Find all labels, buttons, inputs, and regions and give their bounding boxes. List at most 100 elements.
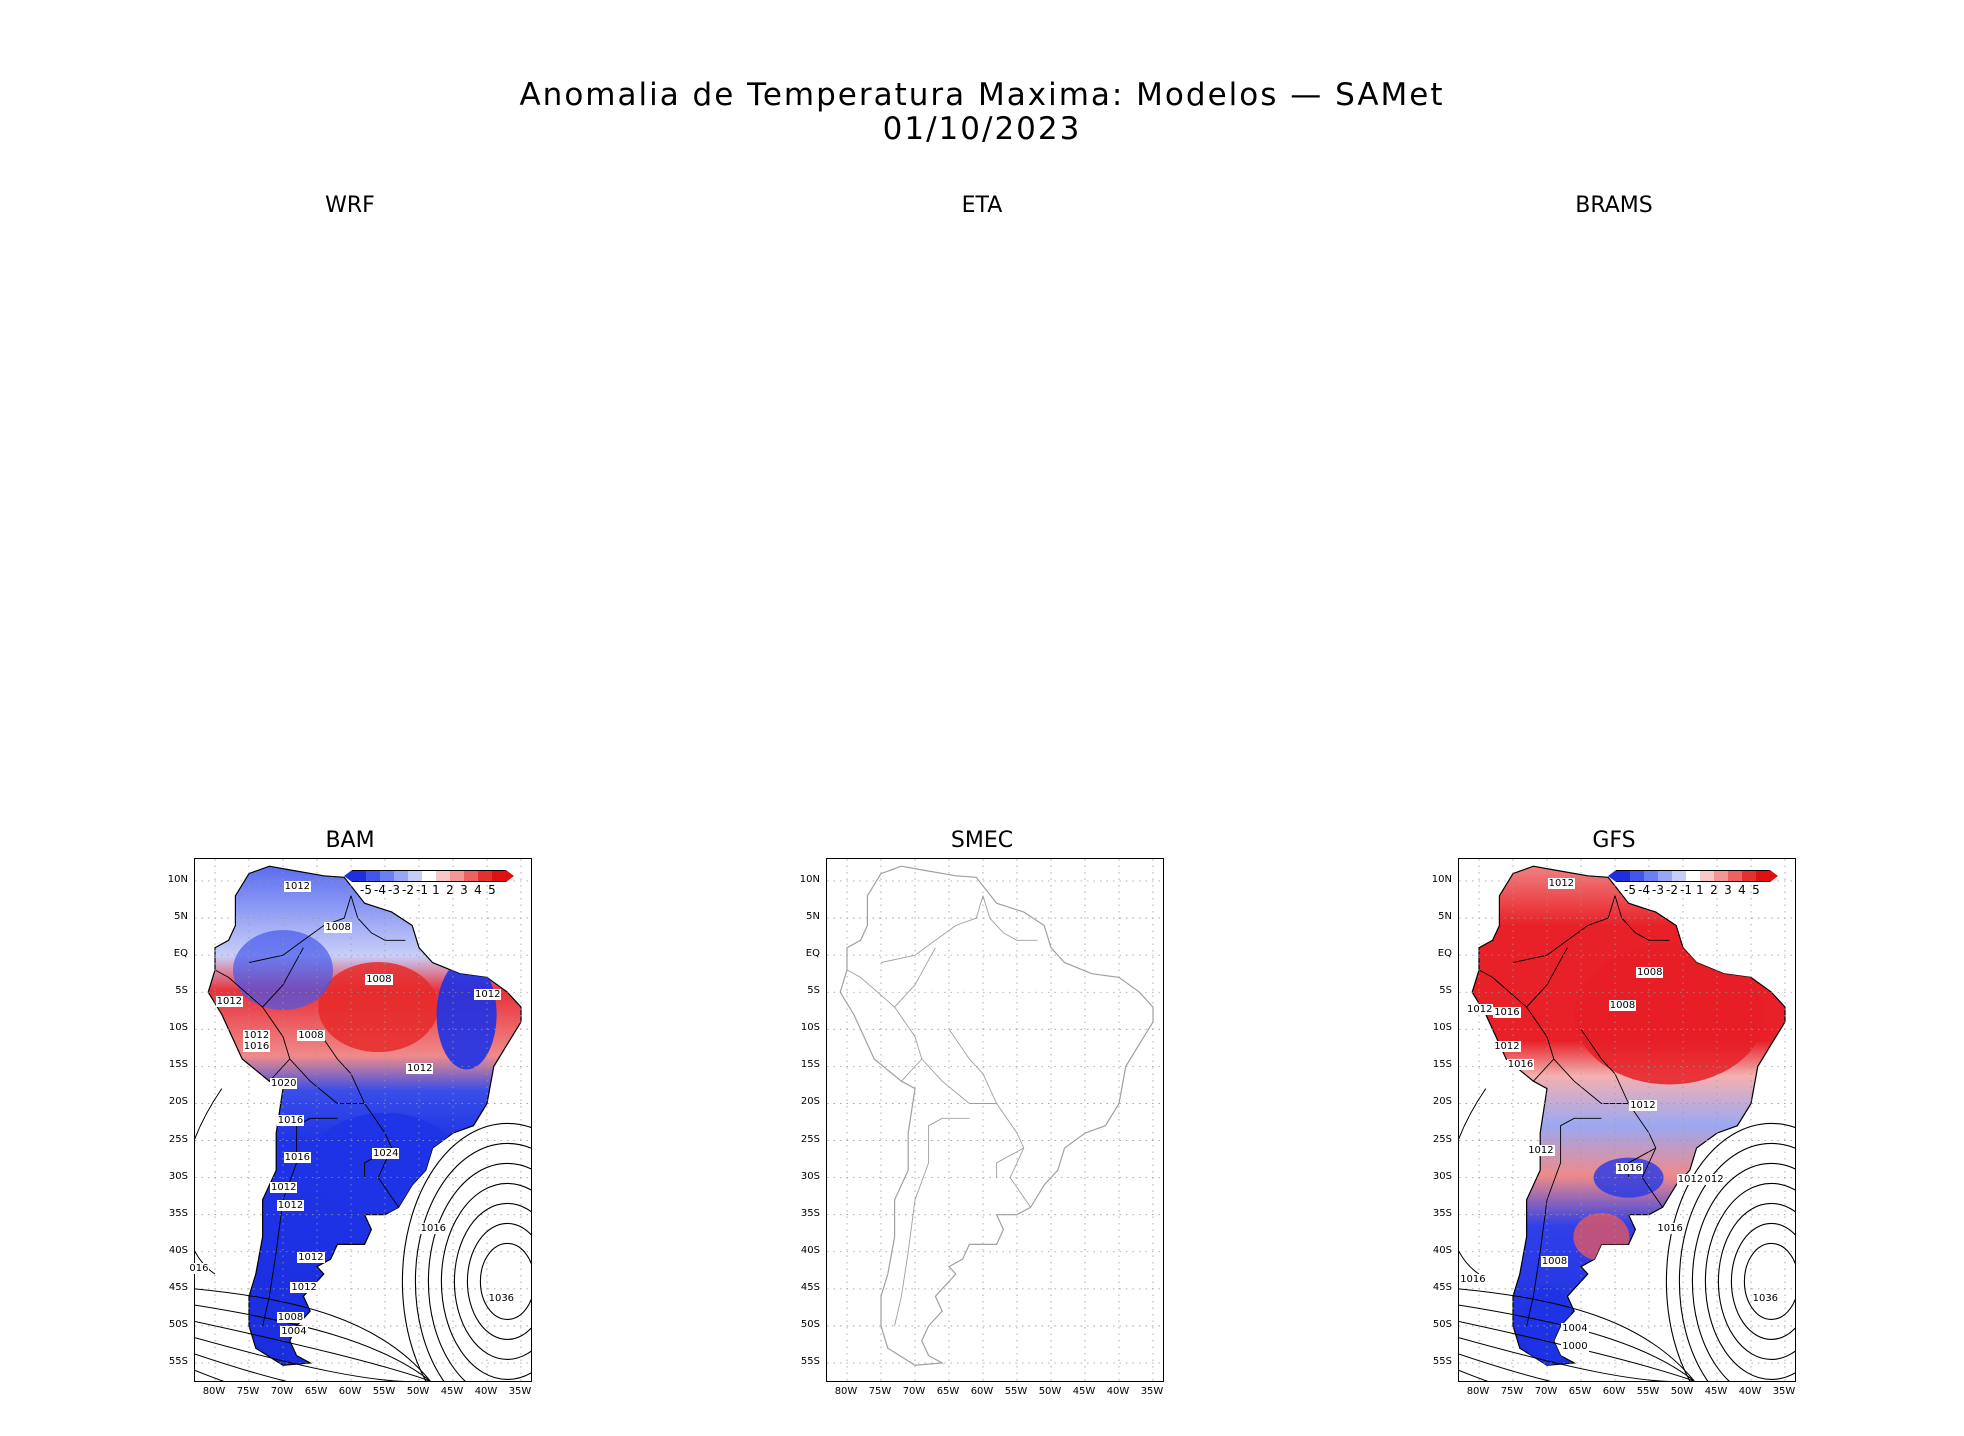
- bam-isobar: [195, 1337, 431, 1381]
- bam-isobar-label: 1036: [487, 1292, 516, 1304]
- gfs-country-border: [1526, 947, 1629, 1104]
- longitude-label: 75W: [1500, 1386, 1524, 1397]
- bam-isobar-label: 1016: [419, 1222, 448, 1234]
- latitude-label: 30S: [168, 1170, 188, 1182]
- smec-country-border: [982, 895, 1038, 941]
- colorbar-segment: [1742, 870, 1756, 882]
- longitude-label: 80W: [1466, 1386, 1490, 1397]
- colorbar-segment: [1700, 870, 1714, 882]
- longitude-label: 65W: [1568, 1386, 1592, 1397]
- bam-isobar: [466, 1222, 531, 1340]
- main-date: 01/10/2023: [882, 111, 1082, 147]
- gfs-country-border: [1580, 1029, 1630, 1104]
- bam-isobar-label: 1004: [280, 1326, 308, 1338]
- latitude-label: 55S: [168, 1356, 188, 1367]
- colorbar-tick-label: 3: [1724, 883, 1732, 897]
- latitude-label: 10S: [1432, 1022, 1452, 1034]
- latitude-label: 45S: [168, 1281, 188, 1293]
- colorbar-segment: [422, 870, 436, 882]
- longitude-label: 50W: [1670, 1386, 1694, 1397]
- gfs-isobar-label: 1008: [1540, 1255, 1569, 1267]
- colorbar-tick-label: 5: [1752, 883, 1760, 897]
- longitude-label: 50W: [1038, 1386, 1062, 1397]
- latitude-label: 35S: [1432, 1207, 1452, 1219]
- longitude-label: 75W: [236, 1386, 260, 1397]
- bam-isobar: [427, 1162, 531, 1381]
- gfs-isobar-label: 1036: [1751, 1292, 1780, 1304]
- colorbar-tick-label: -5: [360, 883, 372, 897]
- bam-isobar-label: 1012: [406, 1063, 434, 1075]
- longitude-label: 40W: [474, 1386, 498, 1397]
- latitude-label: 10N: [799, 874, 820, 885]
- bam-isobar: [195, 1304, 431, 1381]
- colorbar-segment: [408, 870, 422, 882]
- gfs-isobar: [1678, 1142, 1795, 1381]
- latitude-label: 5N: [174, 911, 188, 923]
- gfs-country-border: [1533, 1058, 1555, 1082]
- wrf-panel-title: WRF: [325, 193, 375, 218]
- smec-country-border: [996, 1147, 1025, 1178]
- main-title: Anomalia de Temperatura Maxima: Modelos …: [519, 77, 1445, 113]
- latitude-label: 30S: [800, 1170, 820, 1182]
- latitude-label: 45S: [800, 1281, 820, 1293]
- bam-isobar-label: 1012: [276, 1200, 305, 1212]
- latitude-label: 20S: [168, 1096, 188, 1108]
- colorbar-tick-label: -1: [416, 883, 428, 897]
- longitude-label: 55W: [1004, 1386, 1028, 1397]
- latitude-label: 50S: [800, 1318, 820, 1330]
- colorbar-segment: [366, 870, 380, 882]
- gfs-isobar-label: 1016: [1656, 1222, 1684, 1234]
- bam-panel-title: BAM: [325, 828, 375, 853]
- longitude-label: 45W: [440, 1386, 464, 1397]
- bam-country-border: [262, 1117, 338, 1327]
- colorbar-tick-label: 4: [1738, 883, 1746, 897]
- gfs-isobar: [1665, 1122, 1795, 1381]
- gfs-isobar: [1730, 1222, 1795, 1340]
- bam-isobar: [414, 1142, 531, 1381]
- colorbar-tick-label: 1: [432, 883, 440, 897]
- bam-isobar: [401, 1122, 531, 1381]
- gfs-isobar-label: 1004: [1561, 1322, 1589, 1334]
- longitude-label: 65W: [936, 1386, 960, 1397]
- gfs-isobar-label: 1012: [1697, 1174, 1725, 1186]
- colorbar-tick-label: 1: [1696, 883, 1704, 897]
- longitude-label: 35W: [1772, 1386, 1796, 1397]
- colorbar-tick-label: 4: [474, 883, 482, 897]
- longitude-label: 60W: [1602, 1386, 1626, 1397]
- longitude-label: 45W: [1072, 1386, 1096, 1397]
- latitude-label: 55S: [800, 1356, 820, 1367]
- smec-map-svg: [827, 859, 1163, 1381]
- longitude-label: 55W: [372, 1386, 396, 1397]
- latitude-label: 25S: [168, 1133, 188, 1145]
- smec-country-border: [880, 895, 984, 964]
- colorbar-segment: [1630, 870, 1644, 882]
- gfs-isobar-label: 1016: [1506, 1059, 1535, 1071]
- longitude-label: 80W: [834, 1386, 858, 1397]
- smec-country-border: [894, 947, 997, 1104]
- gfs-country-border: [1512, 895, 1616, 964]
- bam-anomaly-area: [318, 962, 439, 1053]
- colorbar-segment: [352, 870, 366, 882]
- latitude-label: EQ: [173, 948, 188, 960]
- gfs-isobar-label: 1008: [1636, 966, 1664, 978]
- gfs-isobar: [1704, 1182, 1795, 1380]
- latitude-label: 5S: [1439, 985, 1452, 997]
- latitude-label: 40S: [800, 1244, 820, 1256]
- colorbar-segment: [478, 870, 492, 882]
- colorbar-tick-label: -2: [402, 883, 414, 897]
- gfs-land: [1471, 865, 1786, 1366]
- bam-isobar-label: 1024: [372, 1148, 400, 1160]
- latitude-label: 15S: [1432, 1059, 1452, 1071]
- longitude-label: 45W: [1704, 1386, 1728, 1397]
- gfs-isobar: [1717, 1202, 1795, 1360]
- colorbar-segment: [394, 870, 408, 882]
- gfs-isobar: [1459, 1288, 1695, 1381]
- colorbar-tick-label: -3: [388, 883, 400, 897]
- gfs-isobar: [1459, 1088, 1487, 1275]
- longitude-label: 35W: [508, 1386, 532, 1397]
- bam-country-border: [214, 969, 263, 1008]
- smec-country-border: [901, 1058, 923, 1082]
- latitude-label: 50S: [1432, 1318, 1452, 1330]
- longitude-label: 70W: [902, 1386, 926, 1397]
- bam-map: [194, 858, 532, 1382]
